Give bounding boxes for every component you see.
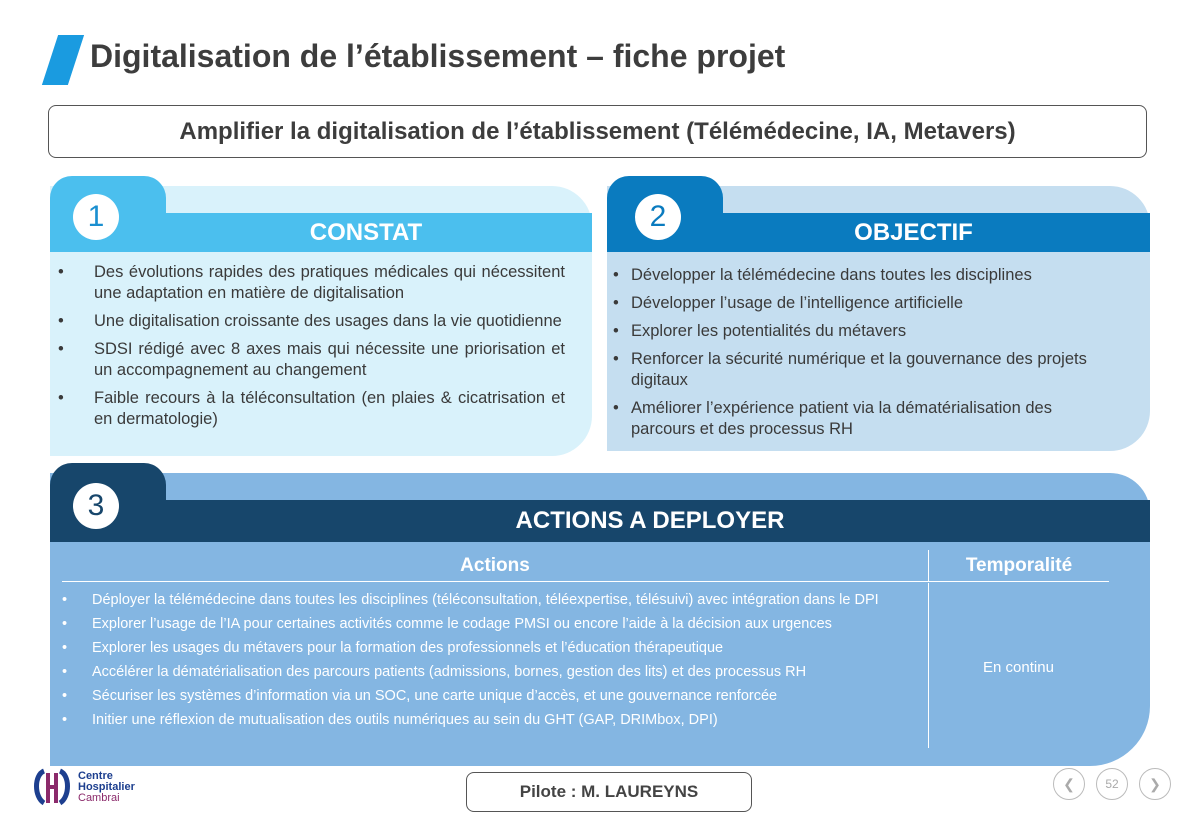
list-item: Développer la télémédecine dans toutes l… xyxy=(607,265,1107,286)
list-item: Explorer l’usage de l’IA pour certaines … xyxy=(50,615,920,634)
actions-list: Déployer la télémédecine dans toutes les… xyxy=(50,591,920,735)
prev-page-button[interactable]: ❮ xyxy=(1053,768,1085,800)
logo-text: Hospitalier xyxy=(78,780,135,793)
list-item: Une digitalisation croissante des usages… xyxy=(50,311,565,332)
logo-text: Cambrai xyxy=(78,791,120,804)
list-item: Faible recours à la téléconsultation (en… xyxy=(50,388,565,430)
list-item: Améliorer l’expérience patient via la dé… xyxy=(607,398,1107,440)
step-number-2: 2 xyxy=(635,194,681,240)
constat-header: CONSTAT xyxy=(50,213,592,252)
list-item: Développer l’usage de l’intelligence art… xyxy=(607,293,1107,314)
list-item: Accélérer la dématérialisation des parco… xyxy=(50,663,920,682)
next-page-button[interactable]: ❯ xyxy=(1139,768,1171,800)
page-title: Digitalisation de l’établissement – fich… xyxy=(90,38,786,74)
list-item: Sécuriser les systèmes d’information via… xyxy=(50,687,920,706)
list-item: Déployer la télémédecine dans toutes les… xyxy=(50,591,920,610)
chevron-right-icon: ❯ xyxy=(1149,775,1161,792)
actions-panel: ACTIONS A DEPLOYER 3 Actions Temporalité… xyxy=(50,463,1150,766)
chevron-left-icon: ❮ xyxy=(1063,775,1075,792)
list-item: Des évolutions rapides des pratiques méd… xyxy=(50,262,565,304)
objectif-list: Développer la télémédecine dans toutes l… xyxy=(607,265,1107,447)
project-subtitle: Amplifier la digitalisation de l’établis… xyxy=(48,105,1147,158)
page-number: 52 xyxy=(1096,768,1128,800)
list-item: SDSI rédigé avec 8 axes mais qui nécessi… xyxy=(50,339,565,381)
title-accent-slash xyxy=(41,35,85,85)
column-header-temporalite: Temporalité xyxy=(928,550,1109,582)
list-item: Explorer les usages du métavers pour la … xyxy=(50,639,920,658)
logo-text: Centre xyxy=(78,769,113,782)
list-item: Renforcer la sécurité numérique et la go… xyxy=(607,349,1107,391)
temporalite-value: En continu xyxy=(983,659,1054,676)
logo-mark-icon xyxy=(34,768,70,806)
step-number-1: 1 xyxy=(73,194,119,240)
constat-panel: CONSTAT 1 Des évolutions rapides des pra… xyxy=(50,176,592,456)
actions-header: ACTIONS A DEPLOYER xyxy=(50,500,1150,542)
hospital-logo: Centre Hospitalier Cambrai xyxy=(30,764,142,810)
objectif-panel: OBJECTIF 2 Développer la télémédecine da… xyxy=(607,176,1150,451)
pilote-label: Pilote : M. LAUREYNS xyxy=(466,772,752,812)
constat-list: Des évolutions rapides des pratiques méd… xyxy=(50,262,565,437)
list-item: Explorer les potentialités du métavers xyxy=(607,321,1107,342)
step-number-3: 3 xyxy=(73,483,119,529)
objectif-header: OBJECTIF xyxy=(607,213,1150,252)
list-item: Initier une réflexion de mutualisation d… xyxy=(50,711,920,730)
column-header-actions: Actions xyxy=(62,550,928,582)
